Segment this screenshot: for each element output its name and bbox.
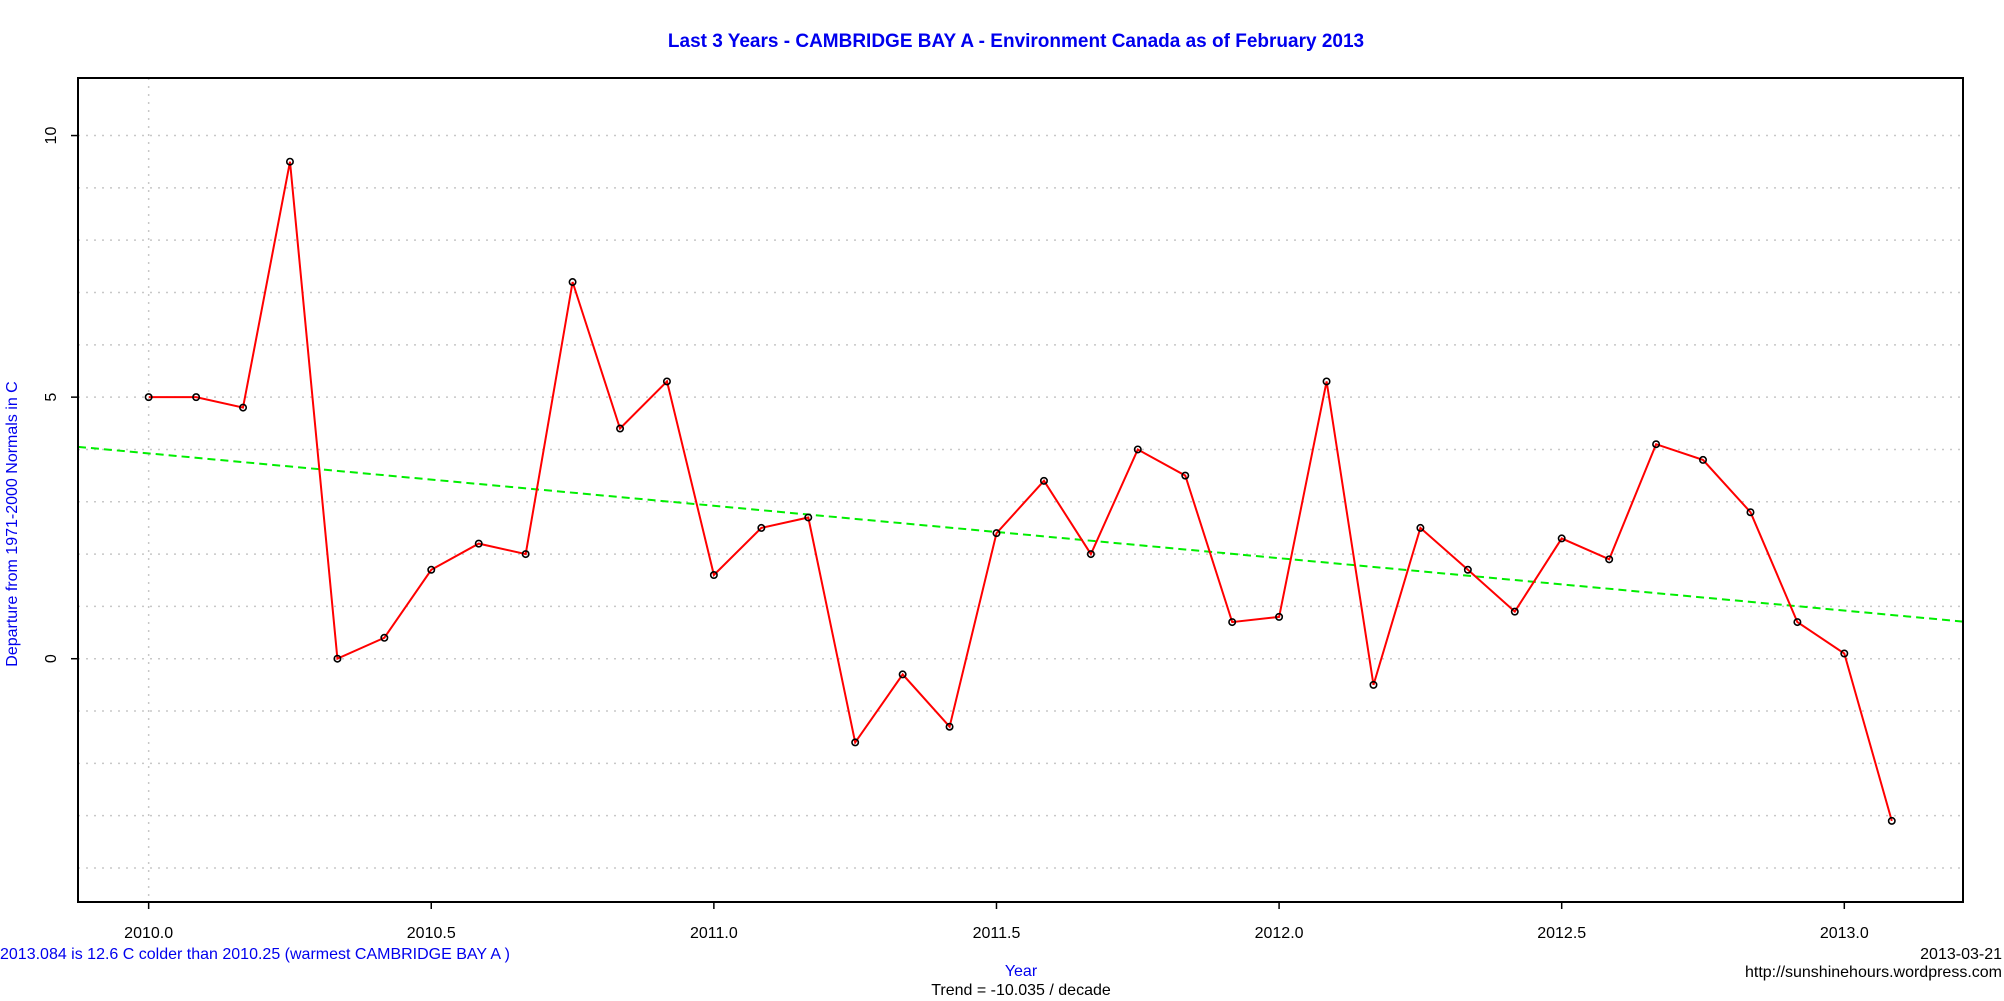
series-line [148, 161, 1893, 822]
data-point [1369, 680, 1378, 689]
data-point [239, 403, 248, 412]
data-point [1039, 476, 1048, 485]
data-point [1086, 550, 1095, 559]
source-url: http://sunshinehours.wordpress.com [1745, 964, 2002, 981]
data-point [1322, 377, 1331, 386]
data-point [1181, 471, 1190, 480]
data-point [992, 529, 1001, 538]
data-point [945, 722, 954, 731]
y-tick-label: 10 [43, 127, 60, 145]
x-tick-label: 2010.0 [124, 925, 173, 942]
data-point [1605, 555, 1614, 564]
x-tick-label: 2012.0 [1255, 925, 1304, 942]
date-note: 2013-03-21 [1920, 946, 2002, 963]
data-point [1699, 455, 1708, 464]
data-point [1228, 618, 1237, 627]
data-point [427, 565, 436, 574]
y-tick-label: 5 [43, 393, 60, 402]
data-point [380, 633, 389, 642]
data-point [616, 424, 625, 433]
data-point [757, 523, 766, 532]
data-point [1746, 508, 1755, 517]
data-point [1133, 445, 1142, 454]
data-point [1510, 607, 1519, 616]
data-point [851, 738, 860, 747]
data-point [1416, 523, 1425, 532]
data-point [192, 393, 201, 402]
x-axis-label: Year [1005, 963, 1038, 980]
plot-frame [77, 77, 1964, 903]
trend-note: Trend = -10.035 / decade [931, 982, 1111, 999]
x-tick-label: 2013.0 [1820, 925, 1869, 942]
data-point [474, 539, 483, 548]
x-tick-label: 2011.0 [690, 925, 738, 942]
trend-line [77, 445, 1964, 623]
x-tick-label: 2012.5 [1537, 925, 1586, 942]
points-layer [144, 157, 1896, 825]
grid-layer [78, 78, 1963, 902]
x-tick-label: 2011.5 [973, 925, 1021, 942]
x-axis: 2010.0 2010.5 2011.0 2011.5 2012.0 2012.5 2013… [124, 902, 1869, 942]
y-tick-label: 0 [43, 654, 60, 663]
data-point [1887, 816, 1896, 825]
series-layer [148, 161, 1893, 822]
y-axis-label: Departure from 1971-2000 Normals in C [4, 381, 21, 666]
x-tick-label: 2010.5 [407, 925, 456, 942]
data-point [1793, 618, 1802, 627]
data-point [144, 393, 153, 402]
data-point [333, 654, 342, 663]
data-point [1557, 534, 1566, 543]
chart-title: Last 3 Years - CAMBRIDGE BAY A - Environ… [668, 31, 1364, 52]
data-point [1652, 440, 1661, 449]
data-point [1275, 612, 1284, 621]
data-point [804, 513, 813, 522]
data-point [1840, 649, 1849, 658]
data-point [521, 550, 530, 559]
y-axis: 0 5 10 [43, 127, 78, 663]
data-point [662, 377, 671, 386]
data-point [285, 157, 294, 166]
data-point [898, 670, 907, 679]
trend-layer [77, 445, 1964, 623]
data-point [1463, 565, 1472, 574]
warmest-comparison-note: 2013.084 is 12.6 C colder than 2010.25 (… [0, 946, 510, 963]
data-point [709, 571, 718, 580]
data-point [568, 278, 577, 287]
